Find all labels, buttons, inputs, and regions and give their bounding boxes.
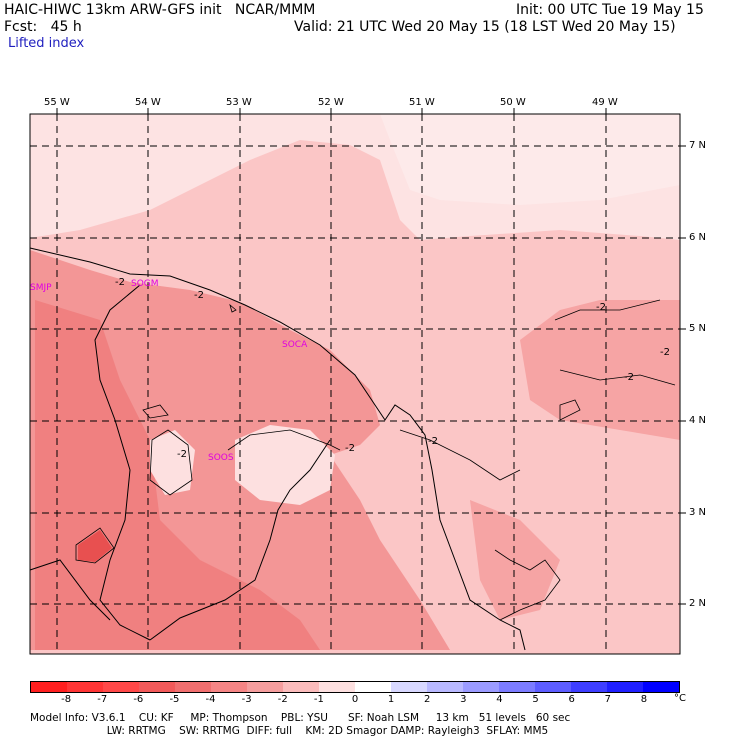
legend-tick-label: 3 bbox=[460, 694, 467, 705]
legend-tick-label: -1 bbox=[313, 694, 324, 705]
contour-label: -2 bbox=[194, 290, 204, 301]
legend-tick-label: 0 bbox=[351, 694, 359, 705]
lat-label-4n: 4 N bbox=[689, 415, 707, 426]
field-region-near-zero-ne bbox=[380, 114, 680, 205]
legend-color-bar bbox=[30, 681, 680, 693]
contour-label: -2 bbox=[596, 302, 606, 313]
legend-tick-label: -8 bbox=[61, 694, 72, 705]
legend-swatch bbox=[175, 682, 211, 692]
legend-tick-label: 4 bbox=[496, 694, 503, 705]
field-region-strong-sw bbox=[35, 300, 320, 650]
legend-tick-label: -7 bbox=[97, 694, 108, 705]
field-region-dark-spot bbox=[78, 530, 112, 562]
forecast-hour: Fcst: 45 h bbox=[4, 19, 82, 35]
contour-line bbox=[554, 299, 661, 321]
station-soca: SOCA bbox=[282, 340, 308, 350]
title-left: HAIC-HIWC 13km ARW-GFS init NCAR/MMM bbox=[4, 2, 316, 18]
legend-tick-label: -4 bbox=[205, 694, 216, 705]
contour-line bbox=[149, 429, 193, 496]
legend-swatch bbox=[643, 682, 679, 692]
legend-swatch bbox=[211, 682, 247, 692]
lat-label-3n: 3 N bbox=[689, 507, 707, 518]
legend-tick-label: -5 bbox=[169, 694, 180, 705]
legend-swatch bbox=[31, 682, 67, 692]
contour-label: -2 bbox=[345, 443, 355, 454]
lon-label-51w: 51 W bbox=[409, 97, 435, 108]
legend-swatch bbox=[355, 682, 391, 692]
lat-label-2n: 2 N bbox=[689, 598, 707, 609]
valid-time: Valid: 21 UTC Wed 20 May 15 (18 LST Wed … bbox=[294, 19, 676, 35]
map-frame bbox=[29, 113, 681, 655]
legend-tick-label: 1 bbox=[387, 694, 395, 705]
station-soos: SOOS bbox=[208, 453, 234, 463]
station-smjp: SMJP bbox=[30, 283, 52, 293]
contour-line bbox=[494, 549, 561, 621]
field-region-light-spot-west bbox=[150, 430, 195, 495]
legend-swatch bbox=[607, 682, 643, 692]
legend-swatch bbox=[427, 682, 463, 692]
legend-swatch bbox=[283, 682, 319, 692]
legend-tick-label: -2 bbox=[277, 694, 288, 705]
lat-label-6n: 6 N bbox=[689, 232, 707, 243]
axis-ticks bbox=[56, 108, 686, 605]
legend-swatch bbox=[535, 682, 571, 692]
model-info-line2: LW: RRTMG SW: RRTMG DIFF: full KM: 2D Sm… bbox=[30, 725, 549, 737]
legend-tick-label: -6 bbox=[133, 694, 144, 705]
legend-swatch bbox=[571, 682, 607, 692]
contour-line bbox=[227, 429, 341, 451]
lat-label-5n: 5 N bbox=[689, 323, 707, 334]
contour-label: -2 bbox=[177, 449, 187, 460]
lat-label-7n: 7 N bbox=[689, 140, 707, 151]
contour-line bbox=[229, 303, 237, 313]
legend-tick-label: 2 bbox=[424, 694, 431, 705]
border-southwest bbox=[29, 559, 111, 621]
legend-swatch bbox=[247, 682, 283, 692]
legend-swatch bbox=[499, 682, 535, 692]
contour-label: -2 bbox=[624, 372, 634, 383]
contour-line bbox=[559, 399, 581, 421]
lon-label-53w: 53 W bbox=[226, 97, 252, 108]
legend-tick-label: 8 bbox=[640, 694, 648, 705]
field-name: Lifted index bbox=[8, 36, 85, 51]
contour-label: -2 bbox=[660, 347, 670, 358]
init-time: Init: 00 UTC Tue 19 May 15 bbox=[516, 2, 704, 18]
legend-tick-label: 6 bbox=[568, 694, 575, 705]
model-info-line1: Model Info: V3.6.1 CU: KF MP: Thompson P… bbox=[30, 712, 571, 724]
legend-swatch bbox=[391, 682, 427, 692]
border-west bbox=[94, 284, 151, 641]
field-region-light-spot bbox=[235, 425, 335, 505]
contour-line bbox=[559, 369, 676, 386]
legend-tick-label: 5 bbox=[532, 694, 539, 705]
contour-line bbox=[399, 429, 521, 481]
coastline bbox=[29, 247, 526, 651]
contour-label: -2 bbox=[115, 277, 125, 288]
lon-label-49w: 49 W bbox=[592, 97, 618, 108]
lon-label-55w: 55 W bbox=[44, 97, 70, 108]
lat-lon-grid bbox=[30, 114, 680, 654]
border-middle bbox=[149, 439, 331, 641]
lon-label-52w: 52 W bbox=[318, 97, 344, 108]
legend-swatch bbox=[139, 682, 175, 692]
legend-swatch bbox=[463, 682, 499, 692]
legend-tick-label: -3 bbox=[241, 694, 252, 705]
lon-label-54w: 54 W bbox=[135, 97, 161, 108]
station-sogm: SOGM bbox=[131, 279, 159, 289]
legend-swatch bbox=[67, 682, 103, 692]
contour-line bbox=[75, 527, 115, 564]
contour-label: -2 bbox=[428, 436, 438, 447]
legend-swatch bbox=[103, 682, 139, 692]
legend-tick-label: 7 bbox=[604, 694, 611, 705]
lon-label-50w: 50 W bbox=[500, 97, 526, 108]
legend-unit: °C bbox=[674, 693, 686, 704]
field-region-moderate-southeast bbox=[470, 500, 560, 620]
legend-swatch bbox=[319, 682, 355, 692]
